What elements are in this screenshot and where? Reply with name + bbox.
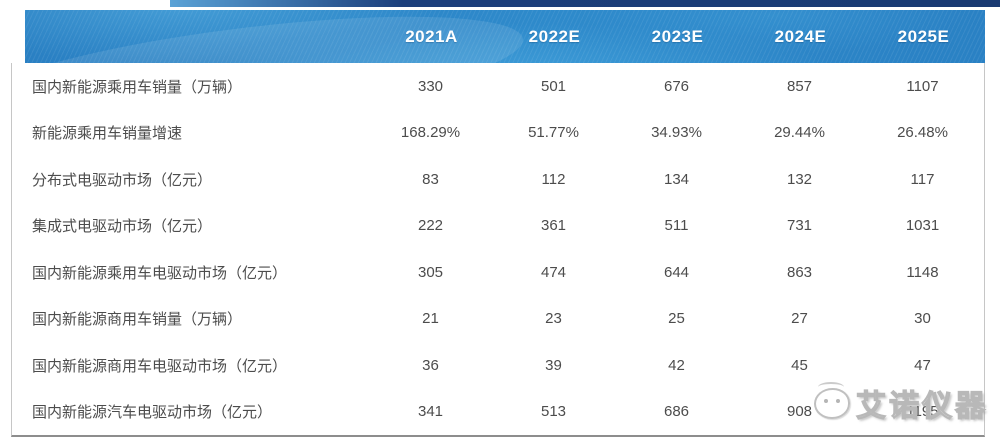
table-cell: 1148 xyxy=(906,263,939,281)
table-cell: 222 xyxy=(417,217,444,235)
table-cell: 863 xyxy=(786,263,813,281)
table-cell: 39 xyxy=(545,356,562,374)
table-row: 分布式电驱动市场（亿元） 83 112 134 132 117 xyxy=(12,156,984,203)
forecast-table: 2021A 2022E 2023E 2024E 2025E 国内新能源乘用车销量… xyxy=(11,10,985,437)
table-cell: 30 xyxy=(914,310,931,328)
table-cell: 27 xyxy=(791,310,808,328)
table-row: 新能源乘用车销量增速 168.29% 51.77% 34.93% 29.44% … xyxy=(12,110,984,157)
table-cell: 731 xyxy=(786,217,813,235)
table-cell: 168.29% xyxy=(400,124,461,142)
row-label: 新能源乘用车销量增速 xyxy=(32,125,183,143)
table-cell: 51.77% xyxy=(528,124,579,142)
table-row: 国内新能源乘用车销量（万辆） 330 501 676 857 1107 xyxy=(12,63,984,110)
table-row: 国内新能源商用车电驱动市场（亿元） 36 39 42 45 47 xyxy=(12,342,984,389)
table-cell: 132 xyxy=(786,170,813,188)
table-cell: 908 xyxy=(786,403,813,421)
row-label: 国内新能源汽车电驱动市场（亿元） xyxy=(32,404,273,422)
table-cell: 330 xyxy=(417,77,444,95)
table-cell: 341 xyxy=(417,403,444,421)
table-cell: 361 xyxy=(540,217,567,235)
row-label: 集成式电驱动市场（亿元） xyxy=(32,218,213,236)
header-cell-2025E: 2025E xyxy=(897,26,950,46)
table-cell: 42 xyxy=(668,356,685,374)
table-cell: 29.44% xyxy=(774,124,825,142)
table-cell: 857 xyxy=(786,77,813,95)
table-cell: 1107 xyxy=(906,77,939,95)
table-cell: 1031 xyxy=(905,217,940,235)
table-cell: 644 xyxy=(663,263,690,281)
table-cell: 474 xyxy=(540,263,567,281)
header-cell-2021A: 2021A xyxy=(405,26,458,46)
table-cell: 501 xyxy=(540,77,567,95)
row-label: 分布式电驱动市场（亿元） xyxy=(32,171,213,189)
table-cell: 47 xyxy=(914,356,931,374)
table-row: 国内新能源乘用车电驱动市场（亿元） 305 474 644 863 1148 xyxy=(12,249,984,296)
table-row: 国内新能源汽车电驱动市场（亿元） 341 513 686 908 1195 xyxy=(12,389,984,436)
table-cell: 112 xyxy=(541,170,566,188)
header-cell-2024E: 2024E xyxy=(774,26,827,46)
table-cell: 21 xyxy=(422,310,439,328)
table-cell: 1195 xyxy=(906,403,939,421)
header-cell-2023E: 2023E xyxy=(651,26,704,46)
table-cell: 117 xyxy=(910,170,935,188)
table-cell: 25 xyxy=(668,310,685,328)
row-label: 国内新能源乘用车销量（万辆） xyxy=(32,78,243,96)
table-cell: 676 xyxy=(663,77,690,95)
top-navy-strip xyxy=(170,0,1000,7)
table-cell: 513 xyxy=(540,403,567,421)
table-cell: 36 xyxy=(422,356,439,374)
table-cell: 45 xyxy=(791,356,808,374)
table-cell: 83 xyxy=(422,170,439,188)
table-cell: 134 xyxy=(663,170,690,188)
table-row: 集成式电驱动市场（亿元） 222 361 511 731 1031 xyxy=(12,203,984,250)
row-label: 国内新能源商用车销量（万辆） xyxy=(32,311,243,329)
table-cell: 686 xyxy=(663,403,690,421)
row-label: 国内新能源乘用车电驱动市场（亿元） xyxy=(32,264,288,282)
table-cell: 511 xyxy=(664,217,689,235)
table-row: 国内新能源商用车销量（万辆） 21 23 25 27 30 xyxy=(12,296,984,343)
table-cell: 26.48% xyxy=(897,124,948,142)
table-cell: 305 xyxy=(417,263,444,281)
header-cell-2022E: 2022E xyxy=(528,26,581,46)
table-body: 国内新能源乘用车销量（万辆） 330 501 676 857 1107 新能源乘… xyxy=(11,63,985,437)
table-cell: 23 xyxy=(545,310,562,328)
table-header-banner: 2021A 2022E 2023E 2024E 2025E xyxy=(25,10,985,63)
table-cell: 34.93% xyxy=(651,124,702,142)
row-label: 国内新能源商用车电驱动市场（亿元） xyxy=(32,357,288,375)
